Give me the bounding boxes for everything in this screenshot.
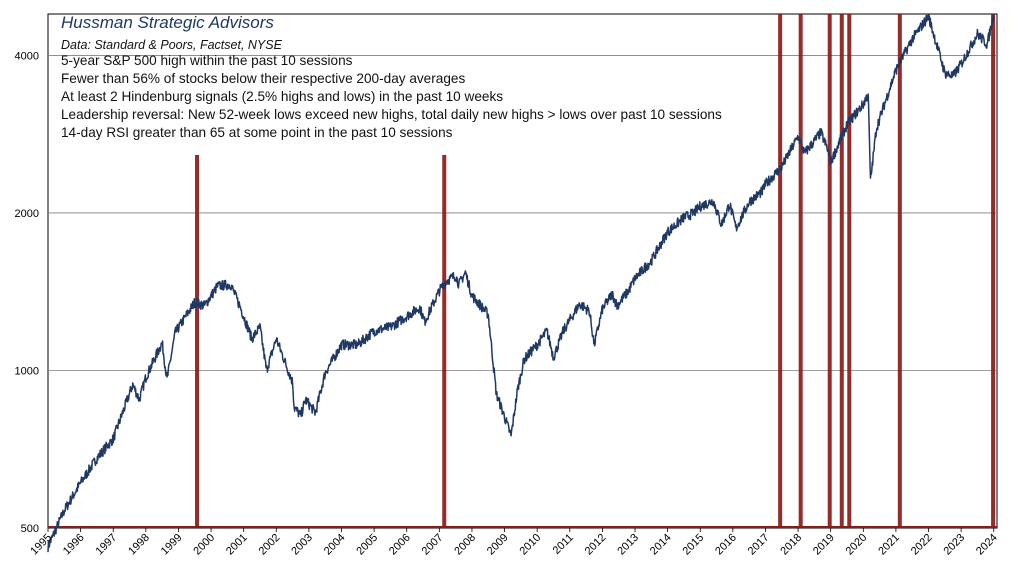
x-tick-labels: 1995 1996 1997 1998 1999 2000 2001 2002 2003 2004… — [28, 528, 1000, 557]
plot-frame — [47, 13, 998, 529]
x-tick-label: 2003 — [289, 532, 315, 558]
x-tick-label: 2009 — [485, 532, 511, 558]
chart-subtitle: Data: Standard & Poors, Factset, NYSE — [61, 38, 282, 52]
x-tick-label: 2020 — [844, 532, 870, 558]
x-tick-label: 2024 — [974, 532, 1000, 558]
x-tick-label: 1999 — [159, 532, 185, 558]
annotation-line: At least 2 Hindenburg signals (2.5% high… — [61, 89, 504, 104]
x-tick-label: 2000 — [191, 532, 217, 558]
x-tick-label: 2023 — [941, 532, 967, 558]
x-tick-label: 2006 — [387, 532, 413, 558]
x-tick-label: 2002 — [257, 532, 283, 558]
y-tick-label: 4000 — [15, 50, 39, 62]
sp500-line — [47, 13, 995, 553]
x-tick-label: 2016 — [713, 532, 739, 558]
x-tick-label: 2010 — [517, 532, 543, 558]
annotation-line: Leadership reversal: New 52-week lows ex… — [61, 107, 722, 122]
x-tick-label: 2001 — [224, 532, 250, 558]
x-tick-label: 2004 — [322, 532, 348, 558]
x-tick-label: 2008 — [452, 532, 478, 558]
y-tick-label: 2000 — [15, 208, 39, 220]
x-tick-label: 2014 — [648, 532, 674, 558]
x-tick-label: 2017 — [746, 532, 772, 558]
signal-line — [839, 14, 844, 528]
x-tick-label: 1996 — [61, 532, 87, 558]
x-tick-label: 1998 — [126, 532, 152, 558]
signal-line — [991, 14, 996, 528]
x-tick-label: 2018 — [778, 532, 804, 558]
x-tick-label: 1997 — [94, 532, 120, 558]
signal-line — [442, 155, 447, 528]
x-tick-label: 2013 — [615, 532, 641, 558]
signal-line — [798, 14, 803, 528]
annotation-line: 5-year S&P 500 high within the past 10 s… — [61, 53, 353, 68]
signal-line — [897, 14, 902, 528]
signal-line — [195, 155, 200, 528]
signal-line — [827, 14, 832, 528]
annotation-line: Fewer than 56% of stocks below their res… — [61, 71, 466, 86]
x-tick-label: 2022 — [909, 532, 935, 558]
signal-line — [778, 14, 783, 528]
signal-line — [847, 14, 852, 528]
x-tick-label: 2007 — [420, 532, 446, 558]
y-tick-label: 1000 — [15, 365, 39, 377]
x-tick-label: 2015 — [681, 532, 707, 558]
x-tick-label: 2012 — [583, 532, 609, 558]
x-tick-label: 2011 — [551, 532, 576, 557]
signal-lines — [48, 14, 997, 528]
x-tick-label: 2021 — [876, 532, 902, 558]
y-tick-label: 500 — [21, 523, 39, 535]
annotation-line: 14-day RSI greater than 65 at some point… — [61, 125, 453, 140]
chart-title: Hussman Strategic Advisors — [61, 13, 274, 32]
y-tick-labels: 500 1000 2000 4000 — [15, 50, 39, 535]
x-tick-label: 2005 — [354, 532, 380, 558]
x-tick-label: 2019 — [811, 532, 837, 558]
